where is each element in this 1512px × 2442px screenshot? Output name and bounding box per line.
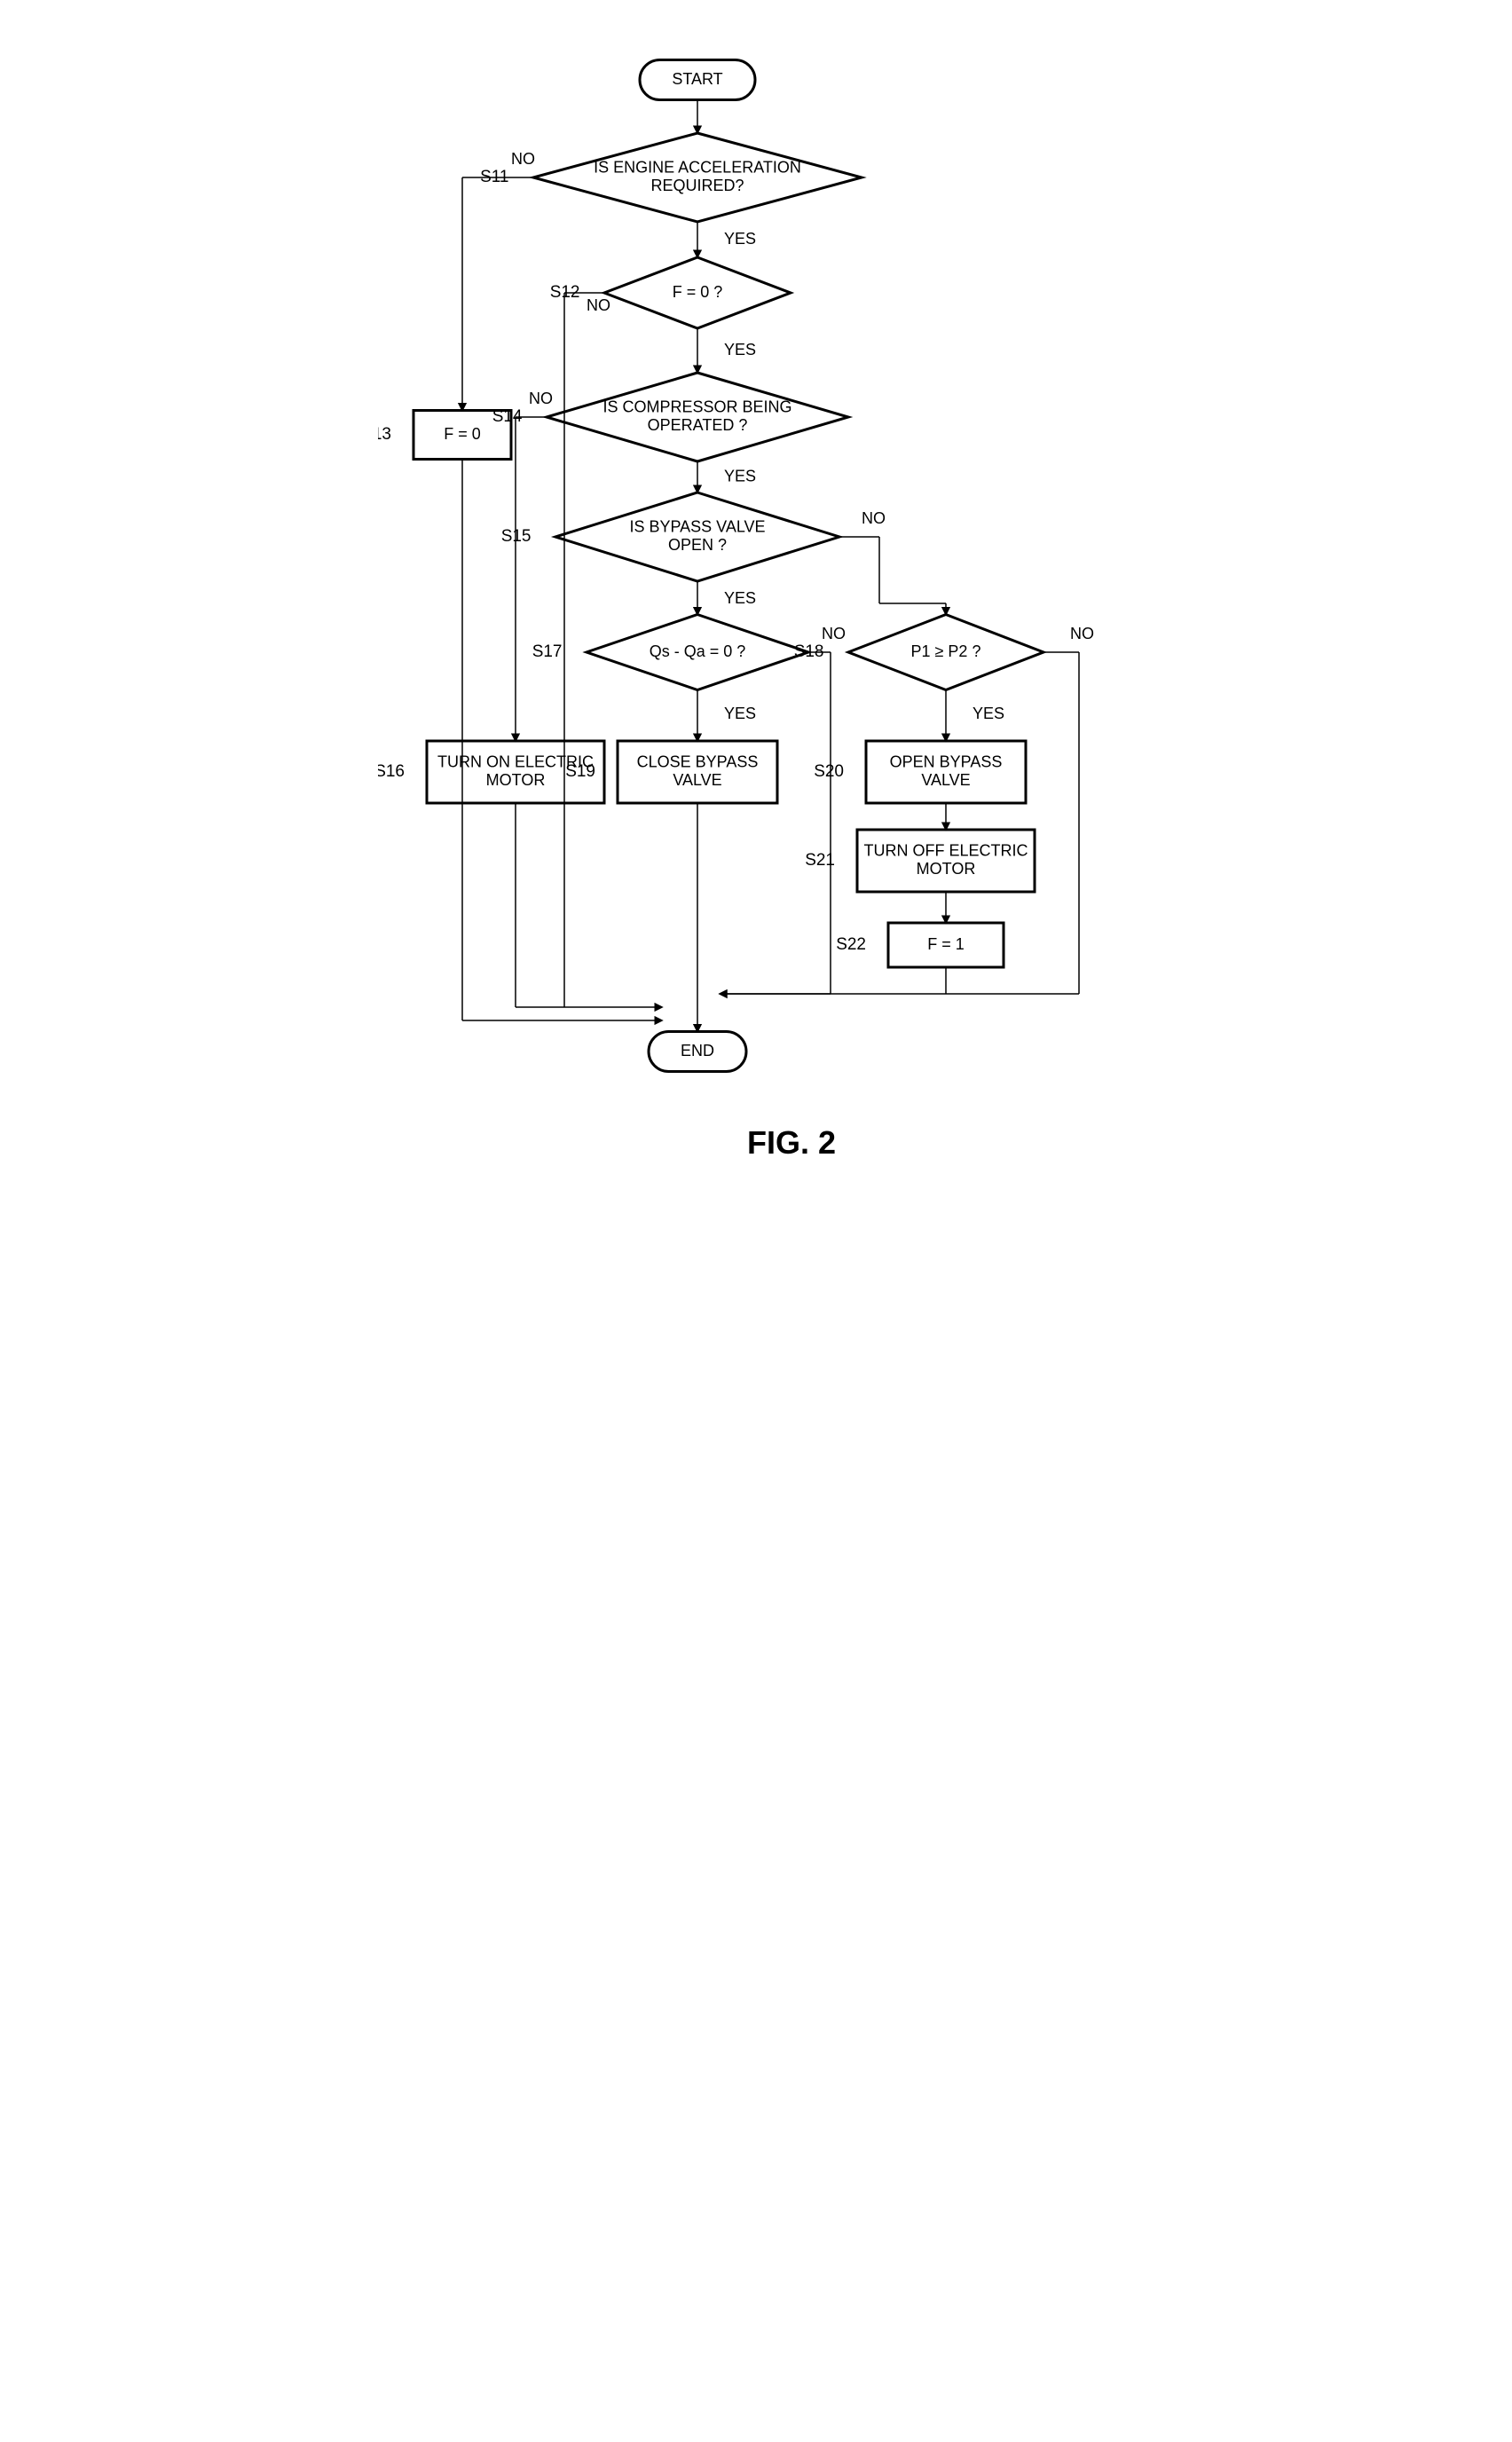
svg-text:END: END: [681, 1042, 714, 1060]
svg-text:VALVE: VALVE: [921, 771, 970, 789]
svg-text:OPERATED ?: OPERATED ?: [648, 416, 748, 434]
step-label-S16: S16: [378, 762, 405, 781]
svg-text:CLOSE BYPASS: CLOSE BYPASS: [637, 752, 759, 770]
svg-text:F = 0: F = 0: [444, 425, 481, 443]
svg-text:OPEN BYPASS: OPEN BYPASS: [890, 752, 1003, 770]
edge-label-2: NO: [511, 150, 535, 168]
svg-text:START: START: [672, 70, 722, 88]
edge-label-4: YES: [724, 341, 756, 358]
edge-label-13: YES: [724, 589, 756, 607]
svg-text:IS BYPASS VALVE: IS BYPASS VALVE: [629, 517, 765, 535]
edge-label-10: YES: [724, 468, 756, 485]
s15: IS BYPASS VALVEOPEN ?S15: [501, 492, 839, 581]
edge-label-22: YES: [973, 705, 1004, 722]
edge-label-14: NO: [862, 509, 886, 527]
s11: IS ENGINE ACCELERATIONREQUIRED?S11: [480, 133, 862, 222]
step-label-S19: S19: [565, 762, 595, 781]
svg-text:MOTOR: MOTOR: [917, 860, 976, 878]
step-label-S22: S22: [836, 935, 866, 954]
svg-text:VALVE: VALVE: [673, 771, 721, 789]
s13: F = 0 S13: [378, 411, 511, 460]
edge-label-19: NO: [822, 625, 846, 642]
edge-label-18: YES: [724, 705, 756, 722]
s21: TURN OFF ELECTRICMOTORS21: [805, 830, 1035, 892]
svg-text:TURN OFF ELECTRIC: TURN OFF ELECTRIC: [863, 841, 1028, 859]
s22: F = 1 S22: [836, 923, 1004, 967]
svg-text:IS ENGINE ACCELERATION: IS ENGINE ACCELERATION: [594, 158, 801, 176]
flowchart-diagram: START IS ENGINE ACCELERATIONREQUIRED?S11 F…: [378, 18, 1134, 1239]
svg-text:Qs - Qa = 0 ?: Qs - Qa = 0 ?: [650, 642, 746, 660]
svg-text:F = 1: F = 1: [927, 935, 965, 953]
start: START: [640, 60, 755, 100]
svg-text:OPEN ?: OPEN ?: [668, 536, 727, 554]
s20: OPEN BYPASSVALVE S20: [814, 741, 1026, 803]
figure-caption: FIG. 2: [747, 1124, 836, 1161]
svg-text:P1 ≥ P2 ?: P1 ≥ P2 ?: [911, 642, 981, 660]
svg-text:REQUIRED?: REQUIRED?: [650, 177, 744, 194]
svg-text:IS COMPRESSOR BEING: IS COMPRESSOR BEING: [602, 398, 791, 415]
svg-text:F = 0 ?: F = 0 ?: [673, 283, 723, 301]
edge-label-1: YES: [724, 230, 756, 248]
edge-label-23: NO: [1070, 625, 1094, 642]
end: END: [649, 1032, 746, 1072]
s17: Qs - Qa = 0 ? S17: [532, 615, 808, 690]
step-label-S20: S20: [814, 762, 844, 781]
step-label-S17: S17: [532, 642, 563, 661]
edge-label-11: NO: [529, 390, 553, 407]
svg-text:MOTOR: MOTOR: [486, 771, 546, 789]
edge-label-5: NO: [587, 296, 610, 314]
step-label-S13: S13: [378, 425, 391, 444]
